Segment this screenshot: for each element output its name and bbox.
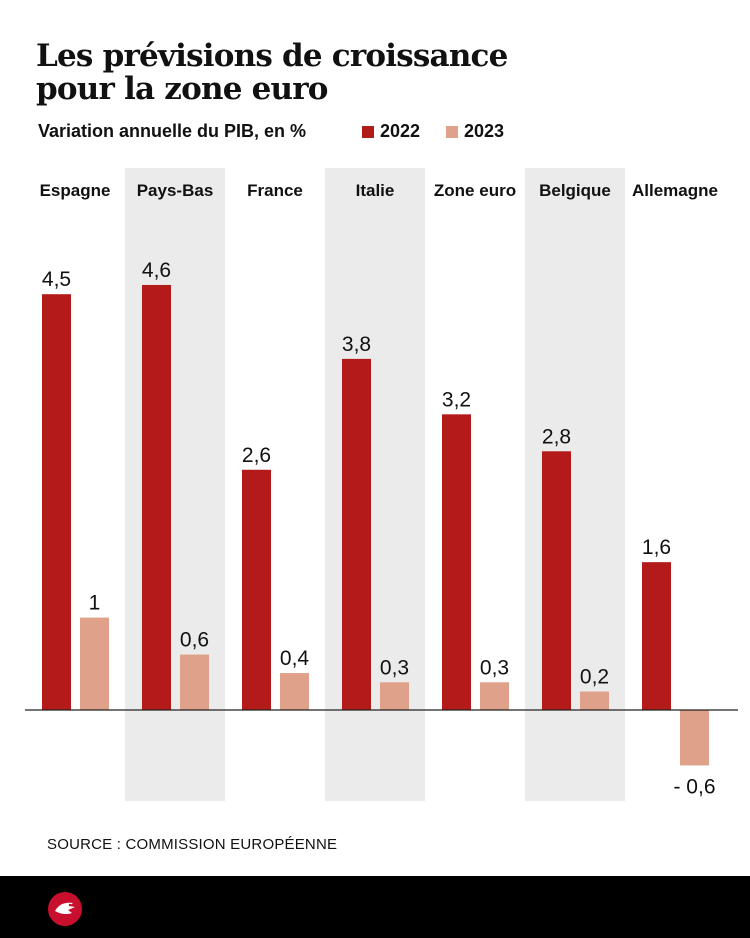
category-label-allemagne: Allemagne xyxy=(632,181,718,200)
data-label-2022-belgique: 2,8 xyxy=(542,425,571,448)
bar-2022-zone-euro xyxy=(442,414,471,710)
legend-swatch-2023 xyxy=(446,126,458,138)
data-label-2022-espagne: 4,5 xyxy=(42,268,71,291)
bar-2023-belgique xyxy=(580,691,609,710)
chart-title: Les prévisions de croissance pour la zon… xyxy=(36,40,716,106)
legend-label-2022: 2022 xyxy=(380,121,421,141)
data-label-2023-france: 0,4 xyxy=(280,647,310,670)
chart-subtitle: Variation annuelle du PIB, en % xyxy=(38,121,307,141)
category-label-espagne: Espagne xyxy=(40,181,111,200)
data-label-2022-allemagne: 1,6 xyxy=(642,536,671,559)
bar-2022-france xyxy=(242,469,271,710)
category-label-italie: Italie xyxy=(356,181,395,200)
data-label-2023-italie: 0,3 xyxy=(380,656,409,679)
bar-2022-pays-bas xyxy=(142,284,171,710)
legend-label-2023: 2023 xyxy=(464,121,505,141)
data-label-2023-zone-euro: 0,3 xyxy=(480,656,509,679)
bar-2022-italie xyxy=(342,358,371,710)
background-band-belgique xyxy=(525,168,625,801)
bar-2022-allemagne xyxy=(642,562,671,710)
category-label-belgique: Belgique xyxy=(539,181,611,200)
bar-2023-espagne xyxy=(80,617,109,710)
data-label-2023-espagne: 1 xyxy=(89,592,101,615)
data-label-2022-zone-euro: 3,2 xyxy=(442,388,471,411)
data-label-2023-allemagne: - 0,6 xyxy=(673,775,715,798)
title-line-1: Les prévisions de croissance xyxy=(36,38,508,74)
bar-2023-italie xyxy=(380,682,409,710)
category-label-france: France xyxy=(247,181,303,200)
background-band-italie xyxy=(325,168,425,801)
bar-2023-zone-euro xyxy=(480,682,509,710)
category-label-zone-euro: Zone euro xyxy=(434,181,516,200)
category-label-pays-bas: Pays-Bas xyxy=(137,181,214,200)
data-label-2022-france: 2,6 xyxy=(242,444,271,467)
data-label-2023-pays-bas: 0,6 xyxy=(180,629,209,652)
bar-2023-france xyxy=(280,673,309,710)
data-label-2023-belgique: 0,2 xyxy=(580,666,609,689)
data-label-2022-pays-bas: 4,6 xyxy=(142,259,171,282)
bar-2022-belgique xyxy=(542,451,571,710)
footer-bar xyxy=(0,876,750,938)
publisher-logo-icon xyxy=(48,892,82,926)
source-note: SOURCE : COMMISSION EUROPÉENNE xyxy=(47,836,338,853)
title-line-2: pour la zone euro xyxy=(36,71,328,107)
bar-2023-pays-bas xyxy=(180,654,209,710)
legend-item-2022: 2022 xyxy=(362,121,420,142)
bar-chart: Espagne Pays-Bas France Italie Zone euro Belg… xyxy=(25,168,738,801)
bar-2022-espagne xyxy=(42,294,71,710)
legend-item-2023: 2023 xyxy=(446,121,504,142)
background-band-pays-bas xyxy=(125,168,225,801)
data-label-2022-italie: 3,8 xyxy=(342,333,371,356)
bar-2023-allemagne xyxy=(680,710,709,766)
legend-swatch-2022 xyxy=(362,126,374,138)
